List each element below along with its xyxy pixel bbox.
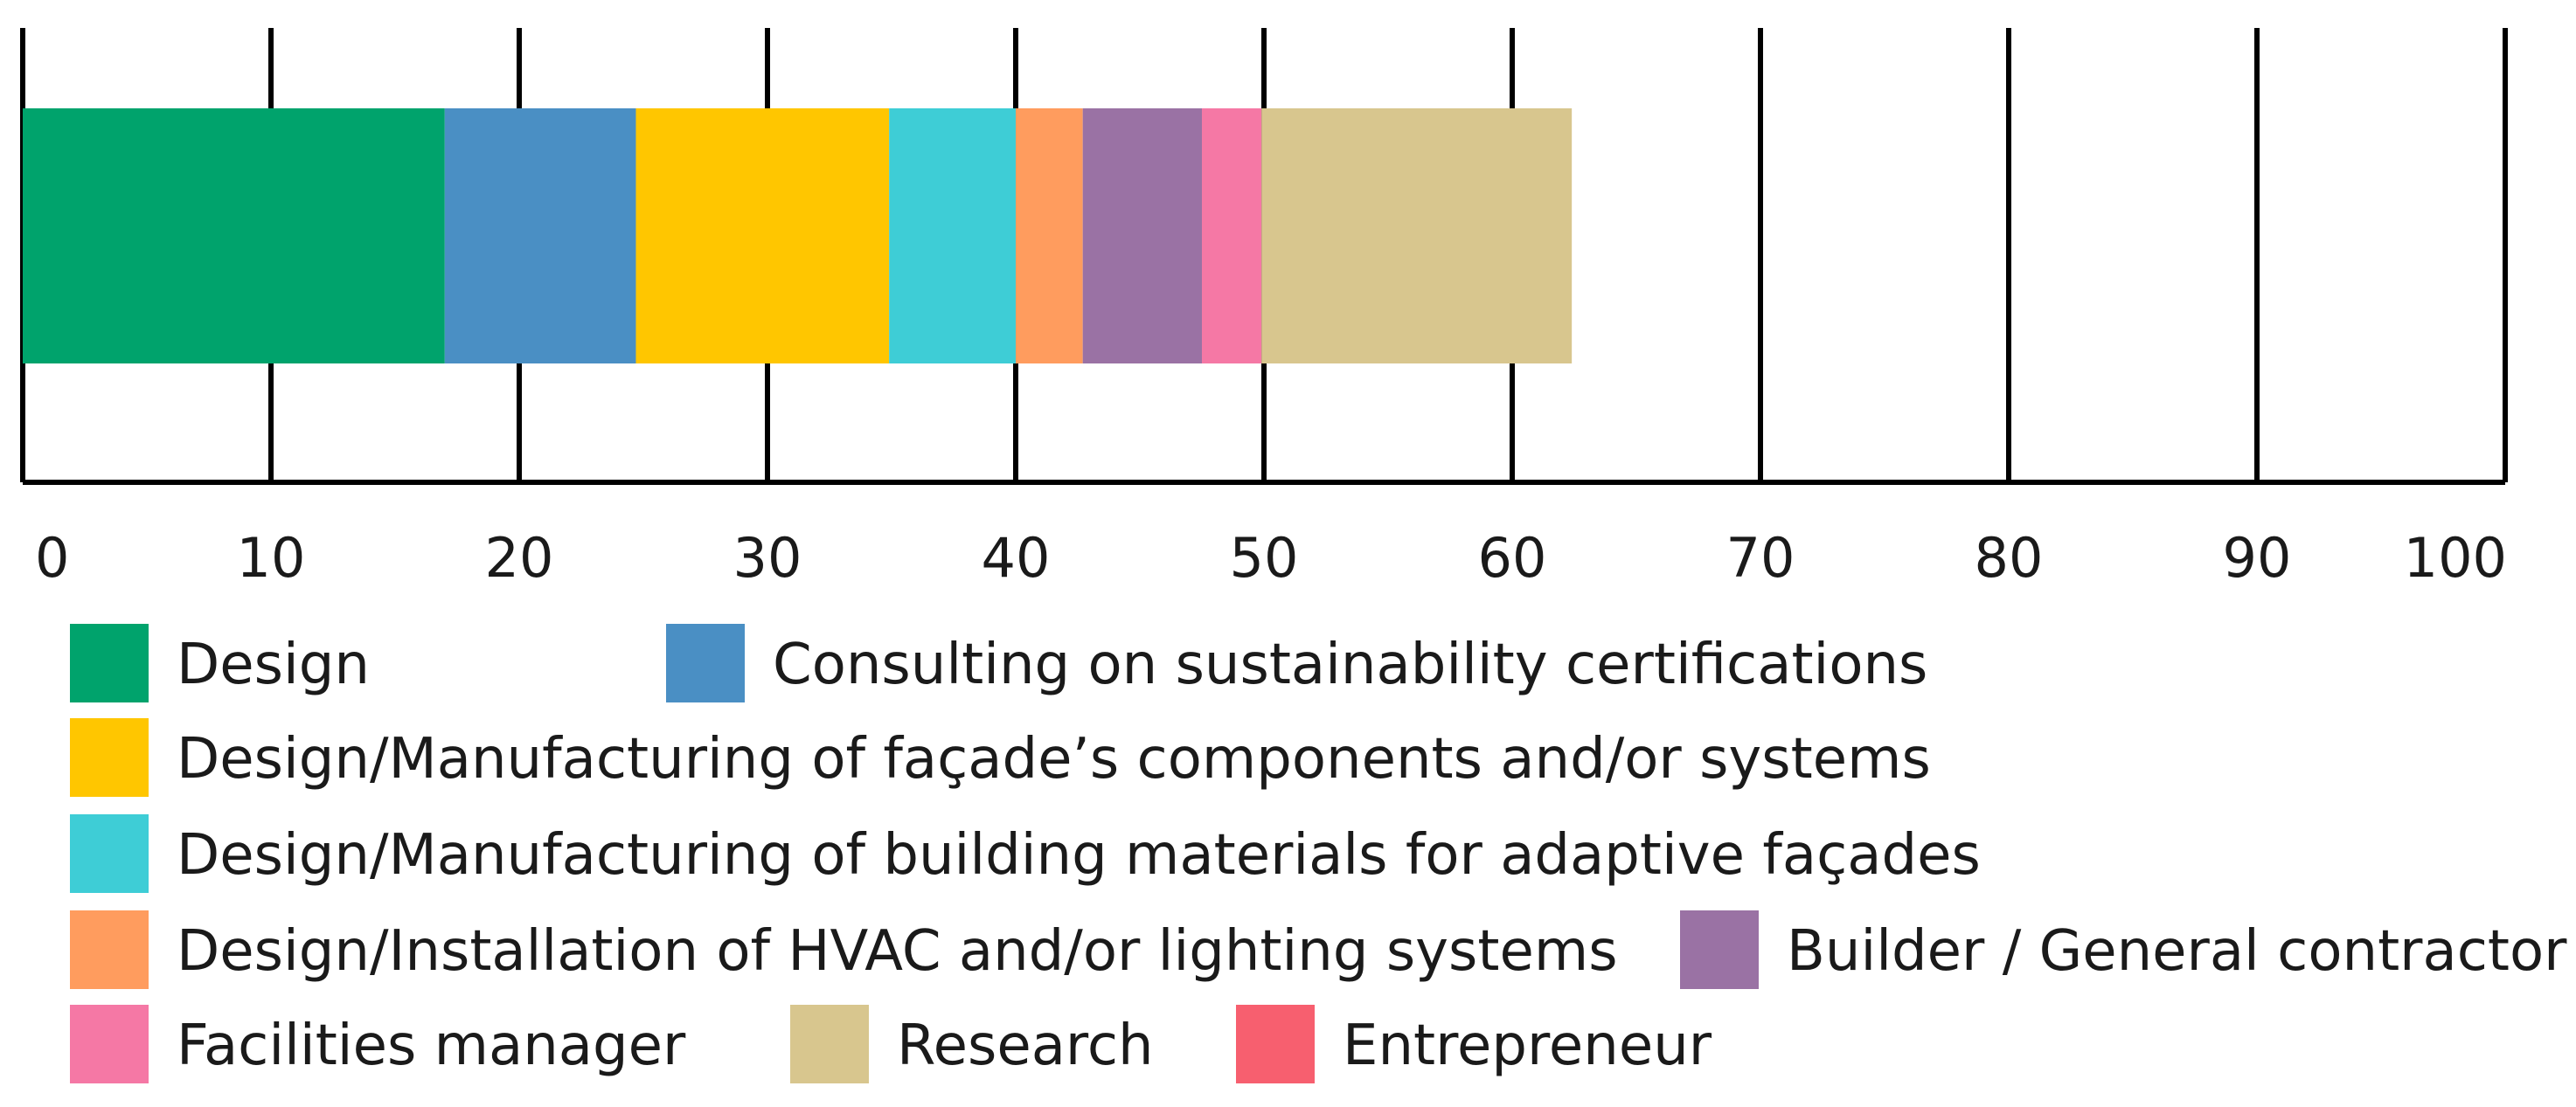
bar-segment-6 <box>1202 108 1262 363</box>
legend-label: Builder / General contractor <box>1787 919 2567 984</box>
legend-item: Consulting on sustainability certificati… <box>666 624 1927 702</box>
x-tick-label: 40 <box>982 526 1051 590</box>
legend-label: Research <box>897 1014 1154 1078</box>
bar-segments <box>23 108 1573 363</box>
bar-segment-7 <box>1261 108 1573 363</box>
legend-swatch <box>1680 910 1759 989</box>
legend-item: Facilities manager <box>70 1005 686 1083</box>
legend-item: Design/Manufacturing of building materia… <box>70 814 1981 893</box>
legend-item: Builder / General contractor <box>1680 910 2567 989</box>
bar-segment-3 <box>889 108 1016 363</box>
legend-swatch <box>1236 1005 1315 1083</box>
legend-label: Design/Manufacturing of façade’s compone… <box>177 727 1931 792</box>
legend-item: Design/Installation of HVAC and/or light… <box>70 910 1618 989</box>
legend-item: Design/Manufacturing of façade’s compone… <box>70 718 1931 797</box>
bar-segment-2 <box>635 108 890 363</box>
legend-swatch <box>70 910 149 989</box>
legend-item: Entrepreneur <box>1236 1005 1712 1083</box>
x-tick-label: 100 <box>2404 526 2507 590</box>
legend-label: Design/Installation of HVAC and/or light… <box>177 919 1618 984</box>
x-tick-labels: 0 10 20 30 40 50 60 70 80 90 100 <box>35 526 2507 590</box>
x-tick-label: 80 <box>1975 526 2044 590</box>
legend-label: Facilities manager <box>177 1014 686 1078</box>
legend-label: Design <box>177 633 370 697</box>
legend-label: Design/Manufacturing of building materia… <box>177 823 1981 888</box>
bar-segment-1 <box>444 108 636 363</box>
x-tick-label: 50 <box>1230 526 1299 590</box>
x-tick-label: 0 <box>35 526 69 590</box>
legend-label: Entrepreneur <box>1343 1014 1712 1078</box>
x-tick-label: 10 <box>237 526 306 590</box>
legend-swatch <box>790 1005 869 1083</box>
legend-swatch <box>666 624 745 702</box>
x-tick-label: 70 <box>1726 526 1795 590</box>
legend-swatch <box>70 814 149 893</box>
legend-swatch <box>70 1005 149 1083</box>
x-tick-label: 60 <box>1478 526 1547 590</box>
x-tick-label: 20 <box>485 526 554 590</box>
legend-label: Consulting on sustainability certificati… <box>773 633 1927 697</box>
legend-swatch <box>70 624 149 702</box>
legend-item: Design <box>70 624 370 702</box>
legend: Design Consulting on sustainability certi… <box>70 624 2567 1083</box>
legend-item: Research <box>790 1005 1154 1083</box>
x-tick-label: 30 <box>733 526 802 590</box>
x-tick-label: 90 <box>2223 526 2292 590</box>
bar-segment-0 <box>23 108 445 363</box>
bar-segment-5 <box>1082 108 1202 363</box>
bar-segment-4 <box>1016 108 1083 363</box>
legend-swatch <box>70 718 149 797</box>
